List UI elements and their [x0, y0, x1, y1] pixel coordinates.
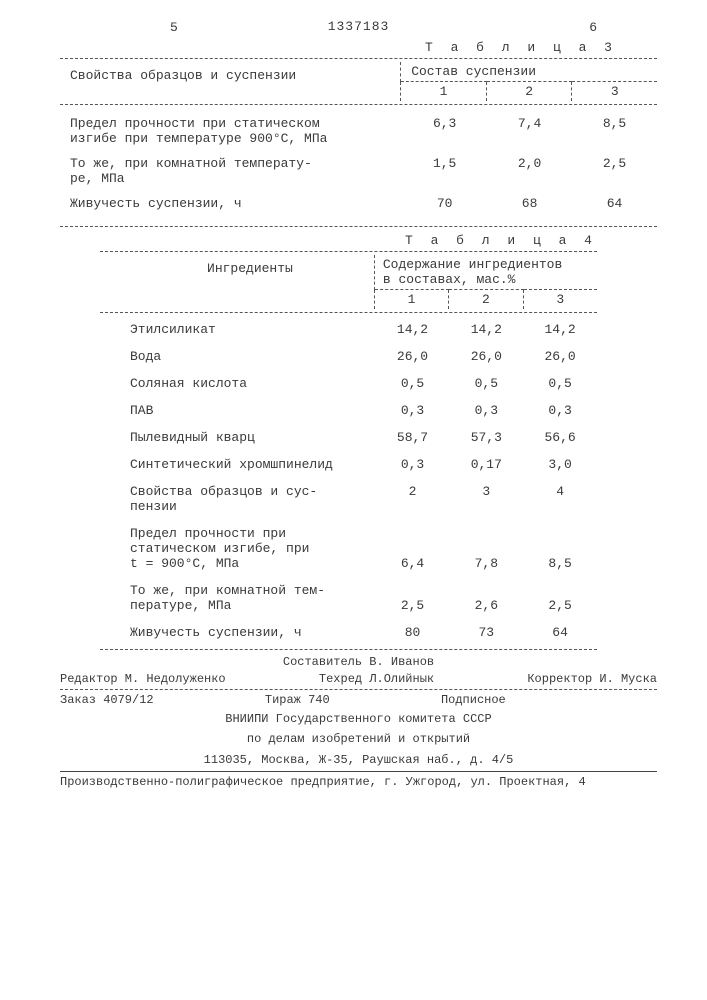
table3-col: 2	[486, 82, 572, 102]
divider	[60, 689, 657, 690]
editor: Редактор М. Недолуженко	[60, 672, 226, 686]
table3-cell: 6,3	[402, 108, 487, 148]
order: Заказ 4079/12	[60, 693, 154, 707]
table4-cell: 2,5	[523, 577, 597, 619]
table4-row-label: Предел прочности при статическом изгибе,…	[100, 520, 376, 577]
table3-cell: 2,0	[487, 148, 572, 188]
table3-cell: 70	[402, 188, 487, 213]
podpisnoe: Подписное	[441, 693, 506, 707]
table4-row-label: Этилсиликат	[100, 316, 376, 343]
table4-cell: 7,8	[449, 520, 523, 577]
table4-cell: 8,5	[523, 520, 597, 577]
printer: Производственно-полиграфическое предприя…	[60, 775, 657, 789]
divider	[60, 58, 657, 59]
table4-cell: 2,6	[449, 577, 523, 619]
table4-cell: 14,2	[376, 316, 450, 343]
table4-row-label: Синтетический хромшпинелид	[100, 451, 376, 478]
divider	[100, 251, 597, 252]
credits-row: Редактор М. Недолуженко Техред Л.Олийнык…	[60, 672, 657, 686]
table4-row-label: Живучесть суспензии, ч	[100, 619, 376, 646]
table3-col: 1	[401, 82, 487, 102]
table3-row-label: То же, при комнатной температу- ре, МПа	[60, 148, 402, 188]
divider	[60, 226, 657, 227]
divider	[100, 312, 597, 313]
table3-header-left: Свойства образцов и суспензии	[60, 62, 401, 101]
table3-cell: 1,5	[402, 148, 487, 188]
table4-cell: 0,3	[376, 451, 450, 478]
table4-cell: 26,0	[523, 343, 597, 370]
table4-row-label: Пылевидный кварц	[100, 424, 376, 451]
table4-cell: 3	[449, 478, 523, 520]
table4-caption: Т а б л и ц а 4	[100, 233, 597, 248]
table4-col: 2	[449, 290, 523, 310]
table4-cell: 0,3	[449, 397, 523, 424]
divider	[100, 649, 597, 650]
table4-cell: 0,3	[523, 397, 597, 424]
order-row: Заказ 4079/12 Тираж 740 Подписное	[60, 693, 657, 707]
table4-cell: 58,7	[376, 424, 450, 451]
org-line1: ВНИИПИ Государственного комитета СССР	[60, 711, 657, 727]
tirazh: Тираж 740	[265, 693, 330, 707]
table3-body: Предел прочности при статическом изгибе …	[60, 108, 657, 213]
table4-cell: 4	[523, 478, 597, 520]
table4-cell: 0,17	[449, 451, 523, 478]
addr: 113035, Москва, Ж-35, Раушская наб., д. …	[60, 752, 657, 768]
table4-cell: 2,5	[376, 577, 450, 619]
table4-cell: 6,4	[376, 520, 450, 577]
table4-cell: 26,0	[449, 343, 523, 370]
corrector: Корректор И. Муска	[527, 672, 657, 686]
table3-cell: 7,4	[487, 108, 572, 148]
table4-row-label: То же, при комнатной тем- пературе, МПа	[100, 577, 376, 619]
table4-cell: 80	[376, 619, 450, 646]
table4-row-label: Свойства образцов и сус- пензии	[100, 478, 376, 520]
table4-col: 1	[374, 290, 448, 310]
table3-col: 3	[572, 82, 657, 102]
table4-cell: 0,5	[376, 370, 450, 397]
techred: Техред Л.Олийнык	[319, 672, 434, 686]
table3-cell: 2,5	[572, 148, 657, 188]
divider	[60, 771, 657, 772]
table4-row-label: Вода	[100, 343, 376, 370]
table4-cell: 14,2	[449, 316, 523, 343]
table4-cell: 2	[376, 478, 450, 520]
table3-row-label: Предел прочности при статическом изгибе …	[60, 108, 402, 148]
table4-header-left: Ингредиенты	[100, 255, 374, 309]
table4: Ингредиенты Содержание ингредиентов в со…	[100, 255, 597, 309]
table4-cell: 14,2	[523, 316, 597, 343]
table3-row-label: Живучесть суспензии, ч	[60, 188, 402, 213]
table4-cell: 0,5	[449, 370, 523, 397]
table4-cell: 3,0	[523, 451, 597, 478]
table3-caption: Т а б л и ц а 3	[60, 40, 617, 55]
table4-cell: 26,0	[376, 343, 450, 370]
table4-row-label: ПАВ	[100, 397, 376, 424]
org-line2: по делам изобретений и открытий	[60, 731, 657, 747]
table4-cell: 64	[523, 619, 597, 646]
page-right: 6	[589, 20, 597, 35]
composer: Составитель В. Иванов	[60, 654, 657, 670]
table4-header-right: в составах, мас.%	[383, 272, 516, 287]
table4-cell: 0,5	[523, 370, 597, 397]
table4-cell: 56,6	[523, 424, 597, 451]
table4-col: 3	[523, 290, 597, 310]
table4-cell: 57,3	[449, 424, 523, 451]
divider	[60, 104, 657, 105]
patent-number: 1337183	[60, 19, 657, 34]
table3-header-right: Состав суспензии	[401, 62, 657, 82]
table4-cell: 0,3	[376, 397, 450, 424]
table3-cell: 68	[487, 188, 572, 213]
table3: Свойства образцов и суспензии Состав сус…	[60, 62, 657, 101]
page-left: 5	[170, 20, 178, 35]
table4-header-right: Содержание ингредиентов	[383, 257, 562, 272]
table4-row-label: Соляная кислота	[100, 370, 376, 397]
table3-cell: 8,5	[572, 108, 657, 148]
table4-cell: 73	[449, 619, 523, 646]
table4-body: Этилсиликат 14,2 14,2 14,2 Вода 26,0 26,…	[100, 316, 597, 646]
table3-cell: 64	[572, 188, 657, 213]
